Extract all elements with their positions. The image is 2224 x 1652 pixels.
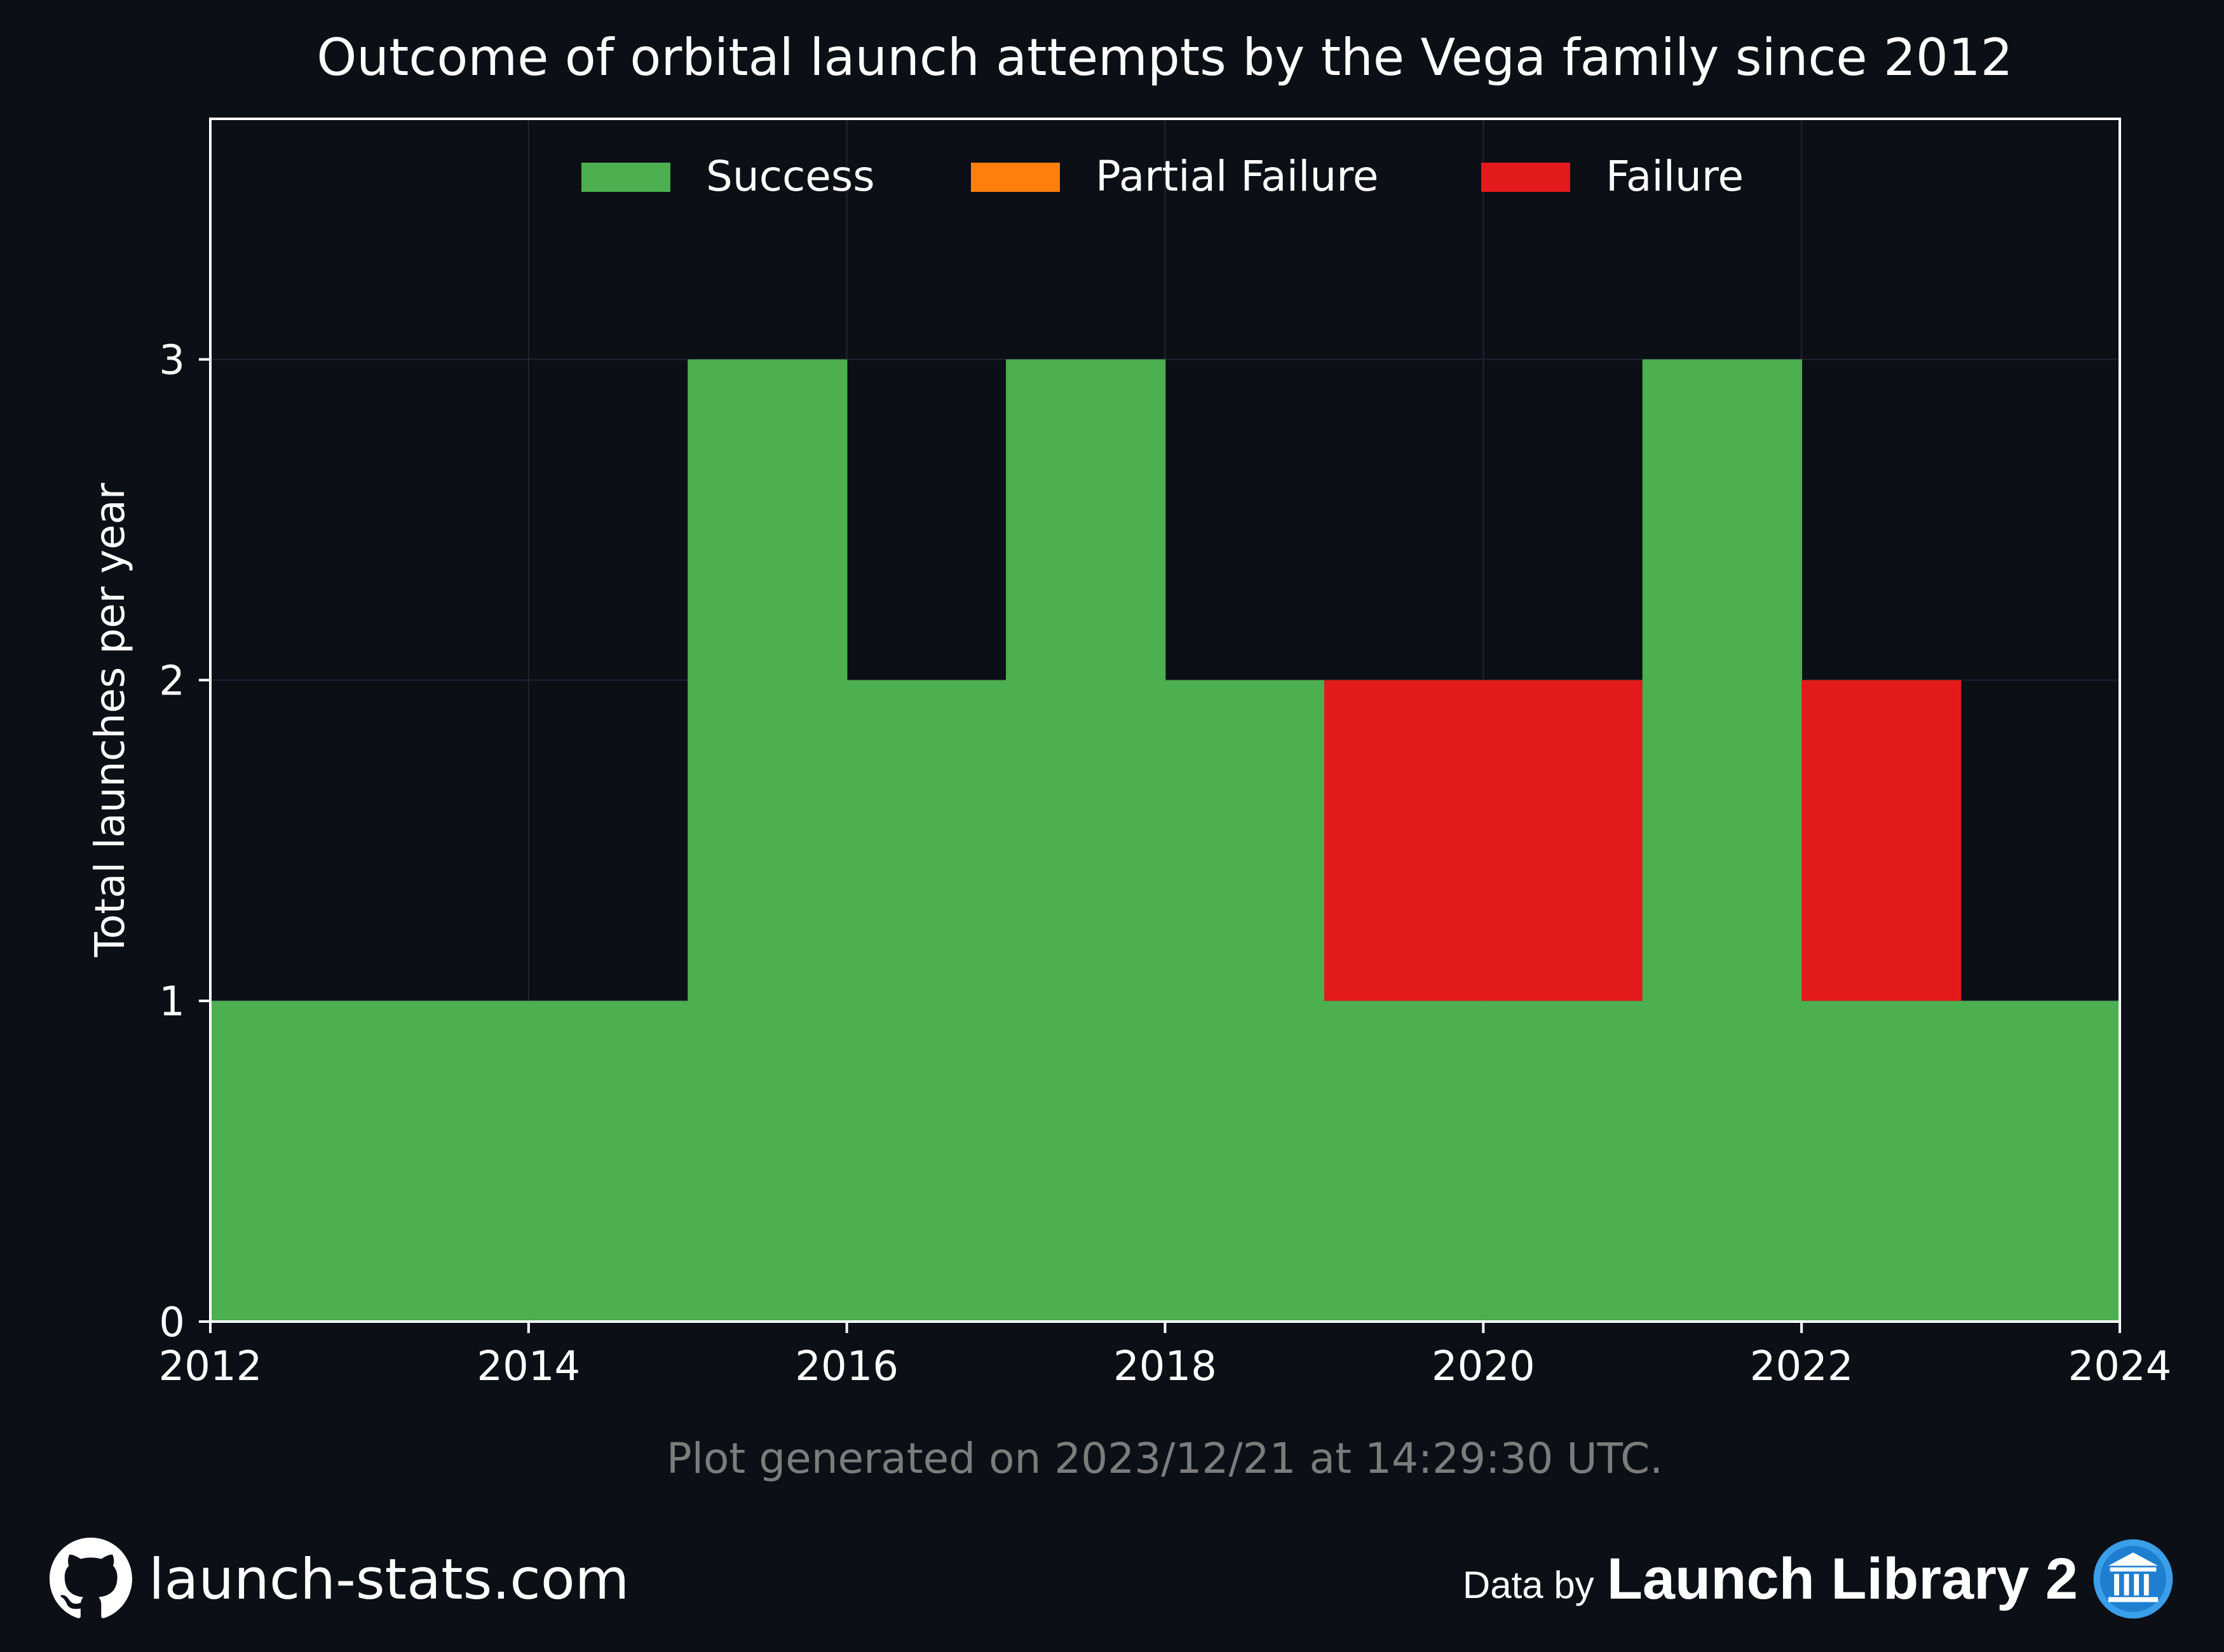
bar-success-2022 — [1801, 1001, 1962, 1322]
bar-success-2016 — [846, 680, 1007, 1322]
bar-success-2020 — [1483, 1001, 1643, 1322]
bar-success-2017 — [1006, 359, 1166, 1322]
legend-label: Failure — [1606, 152, 1744, 201]
x-tick-label: 2024 — [2068, 1343, 2172, 1390]
footer-site[interactable]: launch-stats.com — [50, 1528, 629, 1630]
bar-success-2023 — [1960, 1001, 2120, 1322]
x-tick-label: 2018 — [1113, 1343, 1217, 1390]
x-tick-label: 2016 — [795, 1343, 898, 1390]
bar-success-2021 — [1642, 359, 1802, 1322]
legend-swatch-success — [581, 163, 670, 192]
y-tick-label: 3 — [159, 337, 185, 384]
bar-failure-2020 — [1483, 680, 1643, 1001]
bar-success-2015 — [688, 359, 848, 1322]
legend-label: Success — [706, 152, 875, 201]
y-tick-label: 1 — [159, 978, 185, 1026]
x-tick-label: 2020 — [1432, 1343, 1535, 1390]
legend-swatch-partial-failure — [971, 163, 1060, 192]
bar-success-2012 — [210, 1001, 370, 1322]
legend: Success Partial Failure Failure — [581, 152, 1744, 201]
legend-swatch-failure — [1481, 163, 1570, 192]
x-tick-label: 2012 — [159, 1343, 262, 1390]
bar-failure-2019 — [1324, 680, 1484, 1001]
source-name: Launch Library 2 — [1606, 1546, 2078, 1611]
bar-success-2014 — [528, 1001, 689, 1322]
bar-failure-2022 — [1801, 680, 1962, 1001]
chart-title: Outcome of orbital launch attempts by th… — [316, 28, 2012, 87]
y-axis-label: Total launches per year — [87, 482, 134, 958]
data-by-label: Data by — [1462, 1563, 1594, 1606]
site-link[interactable]: launch-stats.com — [149, 1546, 630, 1612]
axis-ticks: 2012 2014 2016 2018 2020 2022 2024 0 1 2 3 — [159, 337, 2172, 1390]
y-tick-label: 0 — [159, 1299, 185, 1346]
y-tick-label: 2 — [159, 658, 185, 705]
bar-success-2018 — [1165, 680, 1325, 1322]
bar-success-2019 — [1324, 1001, 1484, 1322]
x-tick-label: 2022 — [1750, 1343, 1854, 1390]
bars — [210, 359, 2120, 1322]
launch-library-icon — [2093, 1539, 2173, 1619]
generated-note: Plot generated on 2023/12/21 at 14:29:30… — [667, 1434, 1663, 1483]
github-icon — [50, 1538, 132, 1618]
bar-success-2013 — [369, 1001, 529, 1322]
x-tick-label: 2014 — [477, 1343, 580, 1390]
footer-source: Data by Launch Library 2 — [1463, 1528, 2174, 1630]
legend-label: Partial Failure — [1095, 152, 1379, 201]
